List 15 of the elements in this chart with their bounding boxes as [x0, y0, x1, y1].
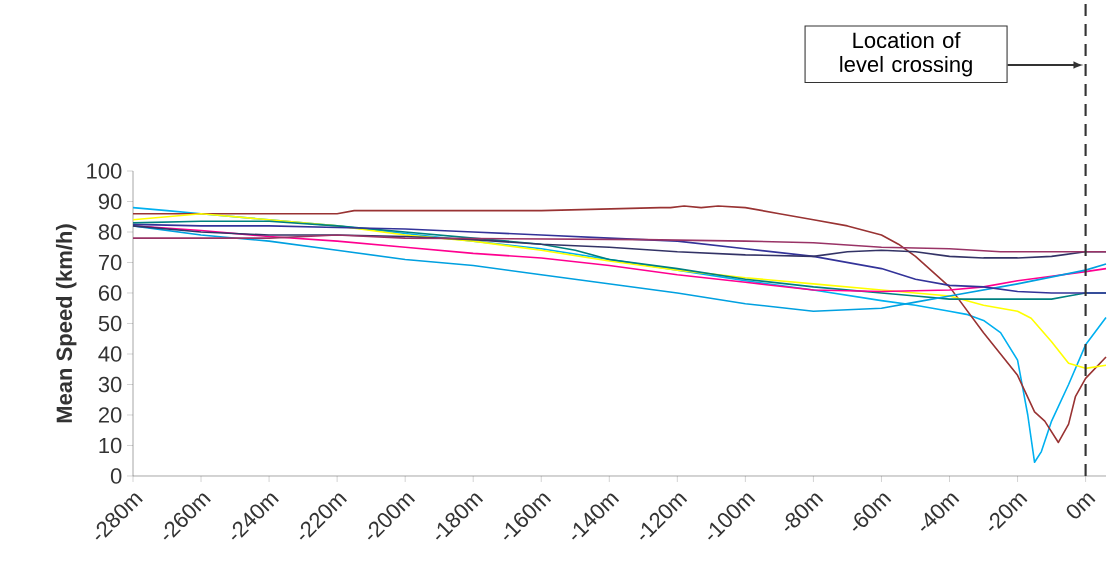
text: Location of level crossing [840, 31, 972, 77]
y-tick-label: 0 [110, 468, 122, 484]
x-tick-label: 0m [1066, 493, 1096, 519]
y-tick-label: 80 [98, 224, 122, 240]
y-tick-label: 20 [98, 407, 122, 423]
y-tick-label: 40 [98, 346, 122, 362]
line-series [132, 212, 1107, 370]
y-tick-label: 90 [98, 193, 122, 210]
y-tick-label: 30 [98, 376, 122, 393]
y-axis-title: Mean Speed (km/h) [55, 224, 77, 423]
y-tick-label: 100 [87, 163, 122, 179]
y-tick-label: 10 [99, 437, 122, 454]
y-tick-label: 70 [98, 254, 122, 271]
y-tick-label: 50 [98, 315, 122, 332]
y-tick-label: 60 [98, 285, 122, 301]
